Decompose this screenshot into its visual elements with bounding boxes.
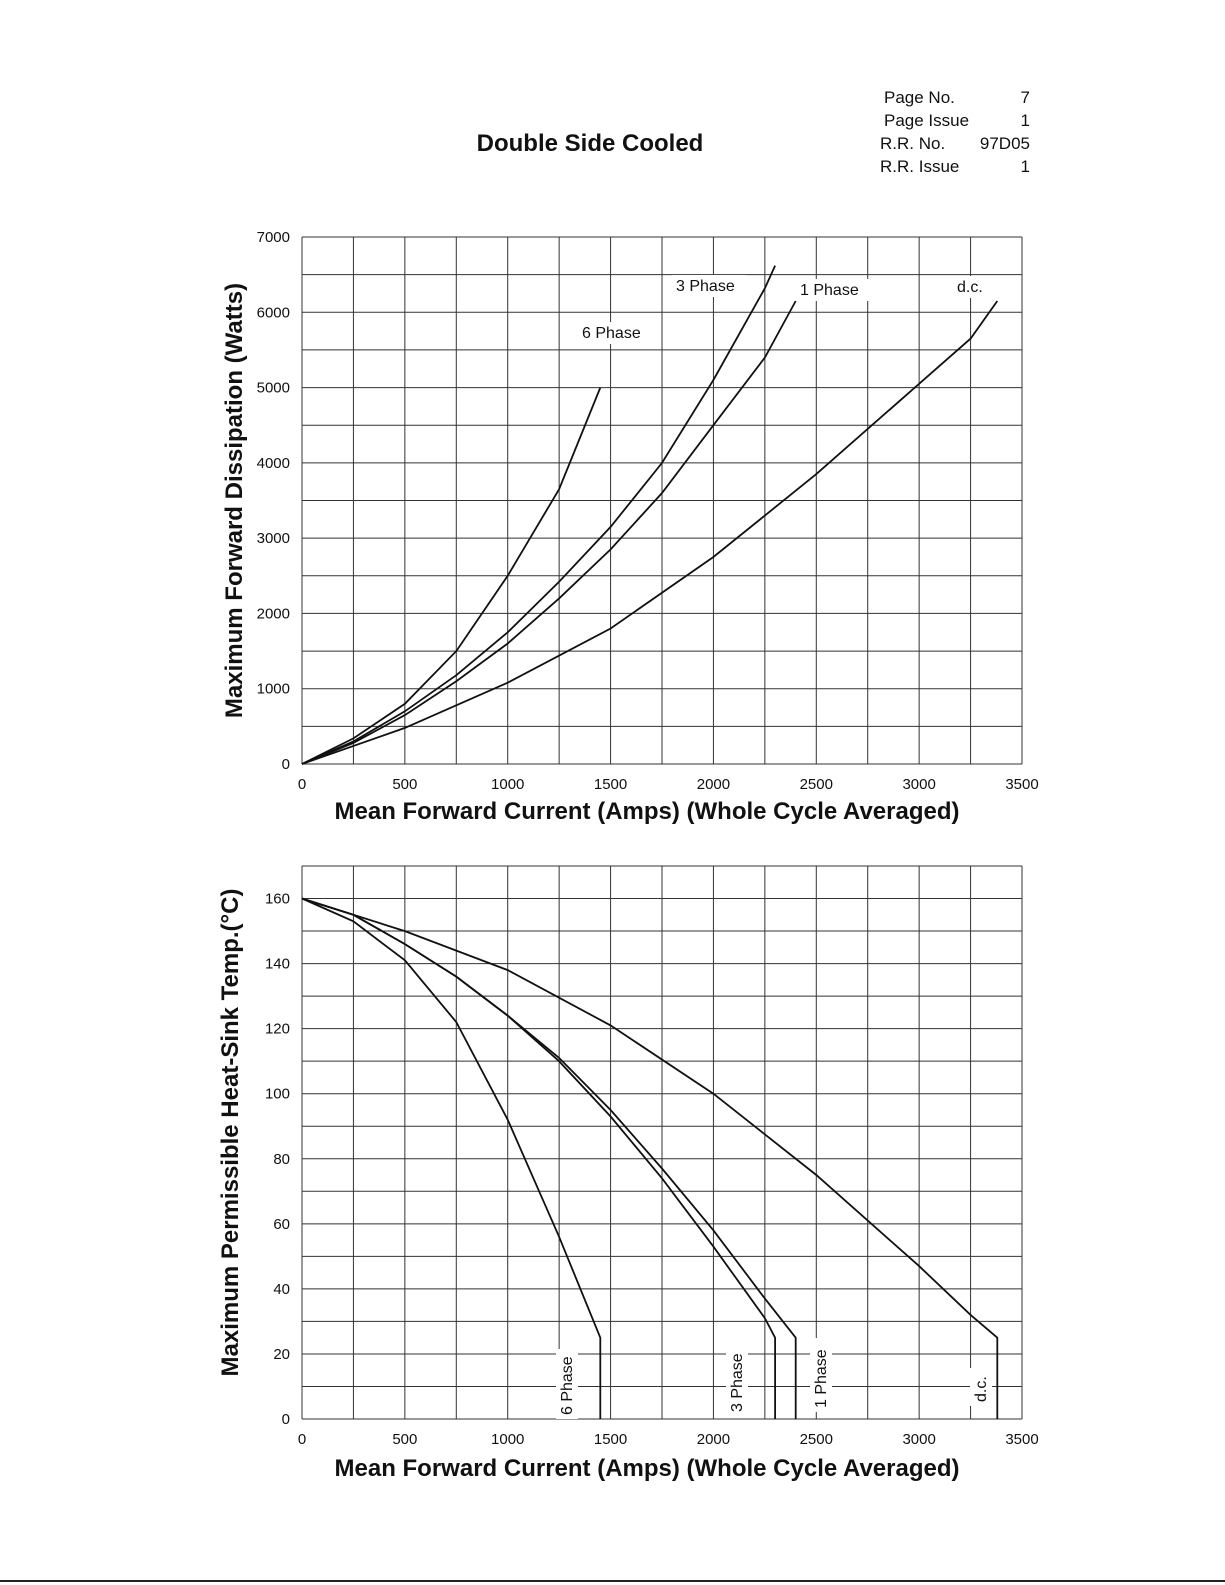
y-tick-label: 4000 xyxy=(257,455,290,472)
series-label-6-phase: 6 Phase xyxy=(582,325,641,342)
series-line-1-phase xyxy=(301,300,797,765)
rr-number-row: R.R. No. 97D05 xyxy=(880,132,1040,155)
y-tick-label: 0 xyxy=(282,756,290,773)
x-tick-label: 1000 xyxy=(491,1431,524,1448)
x-tick-label: 3500 xyxy=(1005,1431,1038,1448)
rr-issue-value: 1 xyxy=(1020,157,1030,176)
rr-number-label: R.R. No. xyxy=(880,134,946,153)
y-tick-label: 0 xyxy=(282,1411,290,1428)
x-tick-label: 2500 xyxy=(800,776,833,793)
y-tick-label: 3000 xyxy=(257,530,290,547)
series-label-background xyxy=(970,1368,992,1406)
x-tick-label: 3000 xyxy=(902,1431,935,1448)
page-number-value: 7 xyxy=(1020,88,1030,107)
page-issue-label: Page Issue xyxy=(884,111,970,130)
y-tick-label: 6000 xyxy=(257,304,290,321)
page-issue-row: Page Issue 1 xyxy=(880,109,1040,132)
page-bottom-rule xyxy=(0,1580,1225,1582)
x-tick-label: 500 xyxy=(392,1431,417,1448)
y-tick-label: 7000 xyxy=(257,229,290,246)
y-tick-label: 1000 xyxy=(257,681,290,698)
x-tick-label: 0 xyxy=(298,1431,306,1448)
page-number-label: Page No. xyxy=(884,88,955,107)
x-tick-label: 2500 xyxy=(800,1431,833,1448)
rr-number-value: 97D05 xyxy=(979,134,1030,153)
series-label-1-phase: 1 Phase xyxy=(800,282,859,299)
series-label-background xyxy=(953,276,993,298)
rr-issue-label: R.R. Issue xyxy=(880,157,960,176)
series-label-3-phase: 3 Phase xyxy=(729,1353,746,1412)
x-tick-label: 1000 xyxy=(491,776,524,793)
series-label-6-phase: 6 Phase xyxy=(559,1356,576,1415)
series-line-d-c- xyxy=(301,300,999,765)
x-tick-label: 2000 xyxy=(697,1431,730,1448)
series-label-background xyxy=(556,1349,578,1419)
series-label-1-phase: 1 Phase xyxy=(813,1349,830,1408)
series-label-background xyxy=(810,1338,832,1412)
document-info-block: Page No. 7 Page Issue 1 R.R. No. 97D05 R… xyxy=(880,86,1040,178)
rr-issue-row: R.R. Issue 1 xyxy=(880,155,1040,178)
series-label-background xyxy=(796,279,870,301)
x-tick-label: 0 xyxy=(298,776,306,793)
x-tick-label: 500 xyxy=(392,776,417,793)
x-tick-label: 2000 xyxy=(697,776,730,793)
y-tick-label: 2000 xyxy=(257,605,290,622)
x-axis-title: Mean Forward Current (Amps) (Whole Cycle… xyxy=(335,1455,960,1482)
y-tick-label: 100 xyxy=(265,1086,290,1103)
y-tick-label: 80 xyxy=(273,1151,290,1168)
y-axis-title: Maximum Forward Dissipation (Watts) xyxy=(221,283,248,718)
y-tick-label: 140 xyxy=(265,956,290,973)
dissipation-chart: 0 500 1000 1500 2000 2500 3000 3500 0 1000 2000 300… xyxy=(221,229,1039,825)
y-tick-label: 20 xyxy=(273,1346,290,1363)
series-label-background xyxy=(578,322,648,344)
x-tick-label: 3000 xyxy=(902,776,935,793)
y-tick-label: 60 xyxy=(273,1216,290,1233)
series-label-3-phase: 3 Phase xyxy=(676,278,735,295)
y-axis-title: Maximum Permissible Heat-Sink Temp.(°C) xyxy=(217,889,244,1377)
series-line-6-phase xyxy=(301,897,602,1419)
page-number-row: Page No. 7 xyxy=(880,86,1040,109)
y-tick-label: 160 xyxy=(265,891,290,908)
series-line-3-phase xyxy=(301,265,776,765)
y-tick-label: 5000 xyxy=(257,380,290,397)
series-label-background xyxy=(672,275,746,297)
y-tick-label: 120 xyxy=(265,1021,290,1038)
series-label-background xyxy=(726,1342,748,1416)
x-axis-title: Mean Forward Current (Amps) (Whole Cycle… xyxy=(335,798,960,825)
page-title: Double Side Cooled xyxy=(476,130,704,157)
series-line-1-phase xyxy=(301,897,797,1419)
x-tick-label: 1500 xyxy=(594,1431,627,1448)
series-label-d-c-: d.c. xyxy=(973,1376,990,1402)
y-tick-label: 40 xyxy=(273,1281,290,1298)
page-issue-value: 1 xyxy=(1020,111,1030,130)
x-tick-label: 3500 xyxy=(1005,776,1038,793)
series-line-d-c- xyxy=(301,897,999,1419)
x-tick-label: 1500 xyxy=(594,776,627,793)
series-label-d-c-: d.c. xyxy=(957,279,983,296)
series-line-6-phase xyxy=(301,387,602,765)
